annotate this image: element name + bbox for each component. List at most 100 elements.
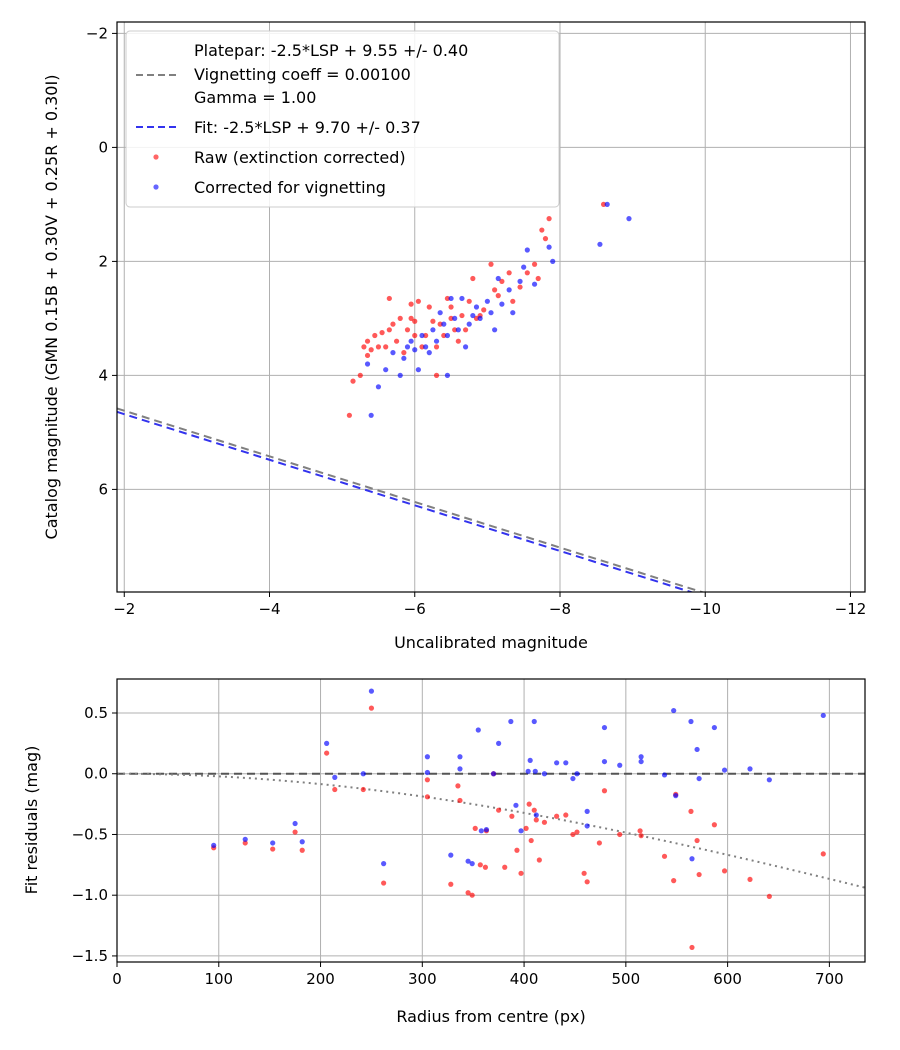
bottom-point-raw	[457, 797, 463, 804]
top-point-corrected	[444, 332, 451, 339]
bottom-point-corrected	[747, 766, 753, 772]
top-point-corrected	[546, 244, 552, 250]
bottom-point-corrected	[541, 771, 548, 777]
top-point-raw	[459, 312, 465, 319]
bottom-point-raw	[541, 819, 548, 825]
bottom-point-corrected	[424, 769, 430, 776]
top-point-corrected	[441, 321, 447, 327]
bottom-point-corrected	[570, 775, 576, 782]
bottom-point-corrected	[457, 754, 463, 760]
bottom-x-tick-label: 0	[112, 970, 122, 988]
bottom-point-corrected	[673, 793, 679, 799]
bottom-point-raw	[747, 876, 753, 883]
bottom-point-corrected	[475, 727, 481, 733]
bottom-point-corrected	[617, 762, 623, 768]
top-point-raw	[386, 295, 392, 302]
top-point-raw	[375, 344, 382, 350]
top-point-raw	[433, 372, 440, 378]
bottom-point-raw	[581, 870, 587, 876]
bottom-x-axis-title: Radius from centre (px)	[396, 1007, 585, 1026]
bottom-point-raw	[518, 870, 524, 876]
bottom-point-raw	[689, 944, 695, 951]
bottom-point-corrected	[525, 768, 531, 774]
top-point-raw	[531, 261, 538, 267]
top-point-raw	[448, 315, 454, 321]
top-point-raw	[506, 270, 512, 276]
top-point-corrected	[499, 301, 505, 307]
bottom-point-corrected	[689, 856, 695, 862]
top-point-raw	[390, 321, 396, 327]
legend-platepar-line-2: Vignetting coeff = 0.00100	[194, 65, 411, 84]
top-point-corrected	[492, 327, 498, 333]
top-point-raw	[430, 318, 436, 324]
bottom-point-corrected	[496, 740, 502, 746]
bottom-y-axis-title: Fit residuals (mag)	[22, 746, 41, 895]
top-point-corrected	[484, 298, 490, 304]
top-point-raw	[379, 330, 385, 336]
top-scatter-points	[346, 201, 632, 418]
top-point-raw	[419, 344, 425, 350]
bottom-point-corrected	[694, 746, 700, 753]
bottom-point-raw	[472, 825, 478, 831]
top-x-tick-label: −12	[835, 600, 867, 618]
top-y-tick-label: −2	[86, 24, 108, 42]
bottom-point-corrected	[332, 774, 338, 780]
top-point-corrected	[597, 241, 603, 247]
top-point-corrected	[626, 216, 632, 222]
bottom-y-tick-label: 0.0	[84, 765, 108, 783]
top-point-corrected	[430, 327, 436, 333]
bottom-point-corrected	[638, 754, 644, 760]
top-point-raw	[383, 344, 389, 350]
bottom-point-corrected	[533, 812, 539, 818]
top-point-corrected	[415, 367, 421, 373]
top-x-tick-label: −2	[113, 600, 135, 618]
bottom-point-corrected	[513, 802, 519, 808]
bottom-point-corrected	[711, 724, 717, 731]
top-point-corrected	[488, 310, 494, 316]
bottom-point-corrected	[242, 836, 248, 842]
top-point-corrected	[383, 367, 389, 373]
top-point-raw	[600, 201, 607, 207]
legend-box	[125, 30, 560, 208]
top-point-corrected	[401, 355, 407, 361]
top-point-raw	[524, 270, 530, 276]
bottom-point-corrected	[448, 852, 454, 858]
top-point-raw	[350, 378, 356, 384]
bottom-point-corrected	[766, 777, 772, 783]
bottom-point-raw	[638, 833, 644, 839]
top-point-raw	[470, 275, 476, 282]
top-point-raw	[455, 338, 461, 344]
bottom-point-raw	[711, 822, 717, 828]
top-y-axis-title: Catalog magnitude (GMN 0.15B + 0.30V + 0…	[42, 75, 61, 540]
bottom-point-raw	[299, 847, 305, 853]
bottom-point-raw	[820, 851, 826, 857]
top-point-raw	[357, 372, 363, 378]
top-point-raw	[462, 327, 469, 333]
top-point-raw	[397, 315, 403, 321]
bottom-point-corrected	[661, 772, 668, 778]
top-plot-frame	[116, 21, 866, 593]
top-point-corrected	[506, 287, 512, 293]
top-point-raw	[535, 275, 541, 282]
top-point-corrected	[423, 344, 429, 350]
bottom-point-raw	[584, 879, 590, 885]
bottom-point-raw	[526, 801, 532, 807]
bottom-x-tick-label: 700	[815, 970, 844, 988]
top-point-corrected	[397, 372, 403, 378]
bottom-point-corrected	[601, 758, 608, 765]
top-y-tick-label: 4	[98, 366, 108, 384]
bottom-point-raw	[242, 840, 248, 846]
top-point-raw	[499, 278, 505, 284]
top-point-corrected	[419, 332, 425, 339]
top-point-raw	[408, 301, 414, 307]
top-point-corrected	[517, 278, 523, 284]
bottom-point-raw	[368, 705, 375, 711]
top-point-corrected	[466, 321, 472, 327]
bottom-point-corrected	[299, 839, 305, 845]
top-y-ticks: −2 0 2 4 6	[86, 24, 117, 498]
bottom-point-corrected	[671, 707, 677, 714]
bottom-point-corrected	[270, 840, 276, 846]
top-point-raw	[473, 315, 480, 321]
bottom-point-raw	[671, 878, 677, 884]
